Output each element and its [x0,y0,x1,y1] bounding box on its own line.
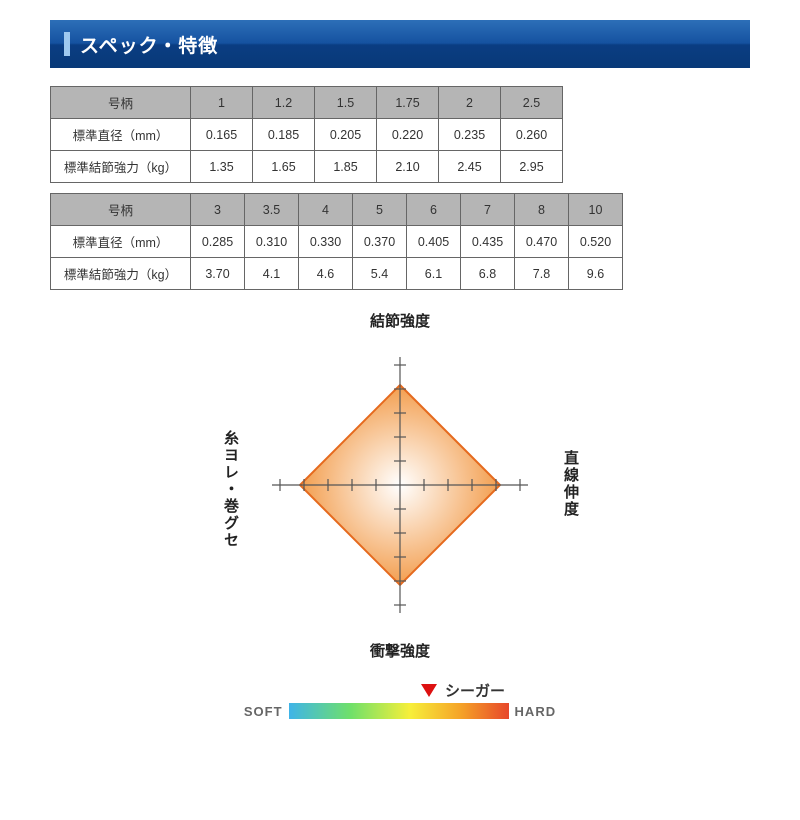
radar-chart: 結節強度衝撃強度 糸ヨレ・巻グセ 直線伸度 [180,300,620,680]
section-header: スペック・特徴 [50,20,750,68]
table-cell: 0.470 [515,226,569,258]
table-cell: 0.260 [501,119,563,151]
pointer-triangle-icon [421,684,437,697]
col-header: 1.2 [253,87,315,119]
hardness-hard-label: HARD [515,704,557,719]
row-label: 標準結節強力（kg） [51,258,191,290]
pointer-label: シーガー [445,680,505,701]
section-title: スペック・特徴 [80,31,218,58]
row-label: 標準直径（mm） [51,226,191,258]
table-cell: 0.310 [245,226,299,258]
radar-axis-label: 結節強度 [360,310,440,331]
col-header: 6 [407,194,461,226]
col-header: 3.5 [245,194,299,226]
table-cell: 5.4 [353,258,407,290]
radar-axis-label: 糸ヨレ・巻グセ [220,430,241,549]
hardness-scale: シーガー SOFT HARD [180,680,620,719]
table-cell: 1.35 [191,151,253,183]
col-header: 1.5 [315,87,377,119]
spec-table-2: 号柄33.54567810 標準直径（mm）0.2850.3100.3300.37… [50,193,623,290]
row-label: 標準直径（mm） [51,119,191,151]
table-cell: 0.205 [315,119,377,151]
table-cell: 2.10 [377,151,439,183]
table-cell: 9.6 [569,258,623,290]
col-header: 10 [569,194,623,226]
col-header: 1.75 [377,87,439,119]
table-cell: 1.65 [253,151,315,183]
table-cell: 1.85 [315,151,377,183]
table-cell: 0.435 [461,226,515,258]
table-cell: 7.8 [515,258,569,290]
hardness-gradient-bar [289,703,509,719]
col-header-label: 号柄 [51,87,191,119]
hardness-soft-label: SOFT [244,704,283,719]
col-header: 1 [191,87,253,119]
table-cell: 0.405 [407,226,461,258]
row-label: 標準結節強力（kg） [51,151,191,183]
hardness-pointer-row: シーガー [180,680,620,701]
col-header: 5 [353,194,407,226]
radar-axis-label: 直線伸度 [560,450,581,518]
table-cell: 0.520 [569,226,623,258]
table-cell: 3.70 [191,258,245,290]
table-cell: 0.370 [353,226,407,258]
radar-axis-label: 衝撃強度 [360,640,440,661]
col-header: 8 [515,194,569,226]
table-cell: 6.1 [407,258,461,290]
col-header: 7 [461,194,515,226]
col-header-label: 号柄 [51,194,191,226]
table-cell: 6.8 [461,258,515,290]
table-cell: 0.285 [191,226,245,258]
table-cell: 0.330 [299,226,353,258]
col-header: 2.5 [501,87,563,119]
accent-bar [64,32,70,56]
col-header: 3 [191,194,245,226]
spec-table-1: 号柄11.21.51.7522.5 標準直径（mm）0.1650.1850.205… [50,86,563,183]
table-cell: 2.95 [501,151,563,183]
table-cell: 0.165 [191,119,253,151]
table-cell: 4.6 [299,258,353,290]
table-cell: 0.235 [439,119,501,151]
spec-tables: 号柄11.21.51.7522.5標準直径（mm）0.1650.1850.205… [50,86,750,290]
table-cell: 2.45 [439,151,501,183]
table-cell: 4.1 [245,258,299,290]
radar-svg [180,300,620,680]
table-cell: 0.220 [377,119,439,151]
table-cell: 0.185 [253,119,315,151]
col-header: 2 [439,87,501,119]
col-header: 4 [299,194,353,226]
